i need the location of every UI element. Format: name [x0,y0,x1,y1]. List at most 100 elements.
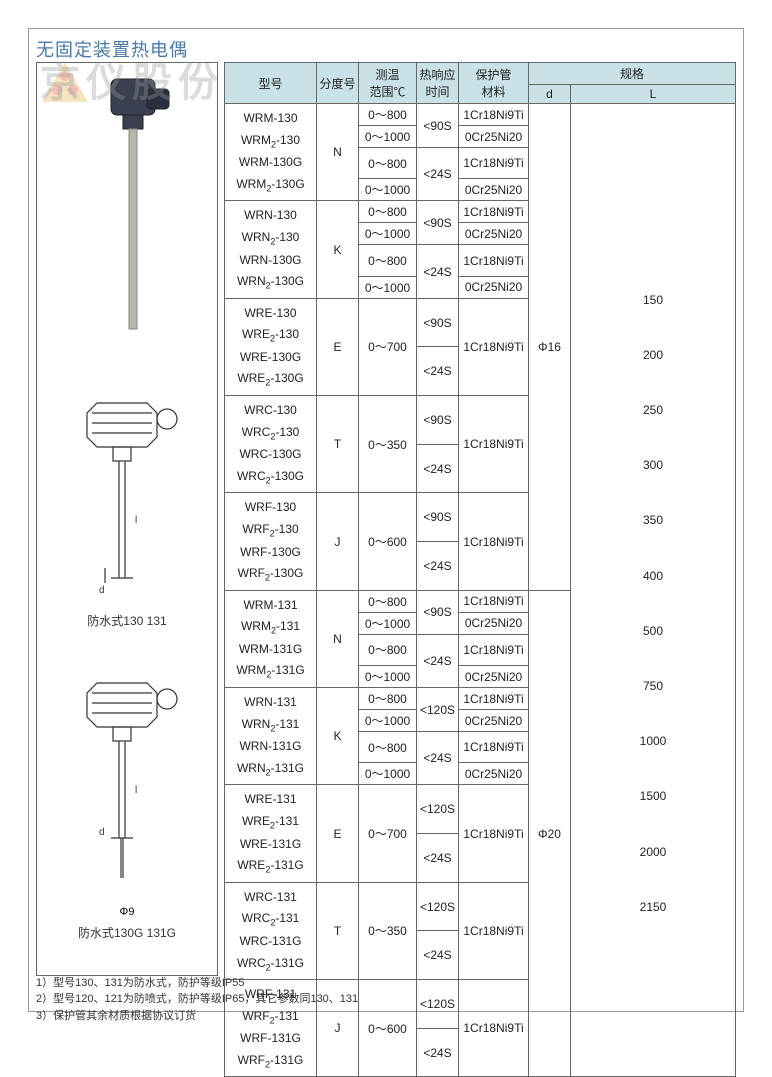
mat-cell: 0Cr25Ni20 [459,179,529,201]
mat-cell: 1Cr18Ni9Ti [459,732,529,763]
table-column: 型号 分度号 测温范围℃ 热响应时间 保护管材料 规格 d L WRM-130W… [224,62,736,1077]
mat-cell: 1Cr18Ni9Ti [459,104,529,126]
mat-cell: 1Cr18Ni9Ti [459,298,529,395]
resp-cell: <24S [417,245,459,298]
mat-cell: 0Cr25Ni20 [459,763,529,785]
content-wrap: d l 防水式130 131 [36,62,736,1077]
range-cell: 0～700 [359,298,417,395]
range-cell: 0～800 [359,245,417,276]
resp-cell: <120S [417,785,459,834]
mat-cell: 0Cr25Ni20 [459,126,529,148]
figure-label-130g: 防水式130G 131G [37,924,217,941]
grad-cell: K [317,201,359,298]
model-cell: WRM-131WRM2-131WRM-131GWRM2-131G [225,590,317,687]
range-cell: 0～800 [359,732,417,763]
range-cell: 0～1000 [359,126,417,148]
range-cell: 0～800 [359,590,417,612]
model-cell: WRN-130WRN2-130WRN-130GWRN2-130G [225,201,317,298]
mat-cell: 0Cr25Ni20 [459,612,529,634]
mat-cell: 1Cr18Ni9Ti [459,785,529,882]
figure-drawing-130g: d l Φ9 防水式130G 131G [37,673,217,941]
figure-photo [37,71,217,344]
mat-cell: 1Cr18Ni9Ti [459,688,529,710]
figure-label-130: 防水式130 131 [37,612,217,629]
figures-column: d l 防水式130 131 [36,62,218,976]
resp-cell: <24S [417,347,459,396]
resp-cell: <24S [417,834,459,883]
model-cell: WRN-131WRN2-131WRN-131GWRN2-131G [225,688,317,785]
range-cell: 0～800 [359,104,417,126]
grad-cell: N [317,590,359,687]
range-cell: 0～350 [359,396,417,493]
svg-text:l: l [135,785,137,796]
resp-cell: <24S [417,634,459,687]
th-range: 测温范围℃ [359,63,417,104]
resp-cell: <90S [417,493,459,542]
mat-cell: 0Cr25Ni20 [459,666,529,688]
range-cell: 0～1000 [359,763,417,785]
mat-cell: 1Cr18Ni9Ti [459,882,529,979]
range-cell: 0～350 [359,882,417,979]
th-model: 型号 [225,63,317,104]
grad-cell: J [317,493,359,590]
svg-text:d: d [99,585,105,596]
mat-cell: 1Cr18Ni9Ti [459,980,529,1077]
svg-text:d: d [99,827,105,838]
th-mat: 保护管材料 [459,63,529,104]
range-cell: 0～1000 [359,223,417,245]
figure-drawing-130: d l 防水式130 131 [37,393,217,629]
range-cell: 0～1000 [359,710,417,732]
resp-cell: <24S [417,148,459,201]
mat-cell: 1Cr18Ni9Ti [459,201,529,223]
range-cell: 0～800 [359,148,417,179]
resp-cell: <120S [417,882,459,931]
th-grad: 分度号 [317,63,359,104]
th-spec: 规格 [529,63,736,85]
spec-table: 型号 分度号 测温范围℃ 热响应时间 保护管材料 规格 d L WRM-130W… [224,62,736,1077]
range-cell: 0～800 [359,688,417,710]
range-cell: 0～700 [359,785,417,882]
grad-cell: T [317,396,359,493]
mat-cell: 0Cr25Ni20 [459,710,529,732]
range-cell: 0～1000 [359,276,417,298]
mat-cell: 1Cr18Ni9Ti [459,148,529,179]
resp-cell: <24S [417,542,459,591]
grad-cell: N [317,104,359,201]
l-cell: 1502002503003504005007501000150020002150 [571,104,736,1077]
th-d: d [529,85,571,104]
range-cell: 0～1000 [359,179,417,201]
model-cell: WRE-131WRE2-131WRE-131GWRE2-131G [225,785,317,882]
model-cell: WRE-130WRE2-130WRE-130GWRE2-130G [225,298,317,395]
resp-cell: <24S [417,732,459,785]
resp-cell: <120S [417,980,459,1029]
d-cell: Φ20 [529,590,571,1077]
svg-text:l: l [135,515,137,526]
mat-cell: 1Cr18Ni9Ti [459,634,529,665]
resp-cell: <24S [417,1028,459,1077]
model-cell: WRF-130WRF2-130WRF-130GWRF2-130G [225,493,317,590]
range-cell: 0～600 [359,980,417,1077]
grad-cell: E [317,298,359,395]
grad-cell: T [317,882,359,979]
mat-cell: 1Cr18Ni9Ti [459,590,529,612]
th-l: L [571,85,736,104]
phi9-label: Φ9 [37,906,217,918]
d-cell: Φ16 [529,104,571,591]
mat-cell: 0Cr25Ni20 [459,276,529,298]
resp-cell: <90S [417,201,459,245]
mat-cell: 1Cr18Ni9Ti [459,396,529,493]
resp-cell: <24S [417,931,459,980]
range-cell: 0～1000 [359,612,417,634]
range-cell: 0～800 [359,201,417,223]
footnotes: 1）型号130、131为防水式，防护等级IP552）型号120、121为防喷式，… [36,975,358,1025]
range-cell: 0～800 [359,634,417,665]
page-title: 无固定装置热电偶 [36,36,188,62]
grad-cell: K [317,688,359,785]
model-cell: WRM-130WRM2-130WRM-130GWRM2-130G [225,104,317,201]
resp-cell: <90S [417,396,459,445]
model-cell: WRC-131WRC2-131WRC-131GWRC2-131G [225,882,317,979]
th-resp: 热响应时间 [417,63,459,104]
model-cell: WRC-130WRC2-130WRC-130GWRC2-130G [225,396,317,493]
grad-cell: E [317,785,359,882]
mat-cell: 1Cr18Ni9Ti [459,493,529,590]
